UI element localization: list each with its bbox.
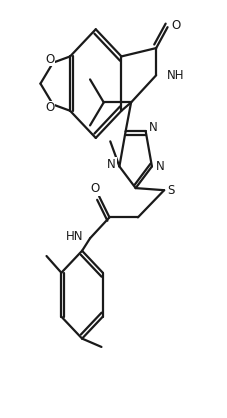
- Text: O: O: [45, 53, 55, 66]
- Text: N: N: [107, 158, 116, 171]
- Text: S: S: [166, 184, 173, 197]
- Text: HN: HN: [65, 229, 83, 243]
- Text: O: O: [171, 18, 180, 32]
- Text: N: N: [148, 121, 157, 134]
- Text: N: N: [155, 160, 164, 173]
- Text: NH: NH: [166, 69, 183, 82]
- Text: O: O: [45, 101, 55, 115]
- Text: O: O: [90, 182, 99, 196]
